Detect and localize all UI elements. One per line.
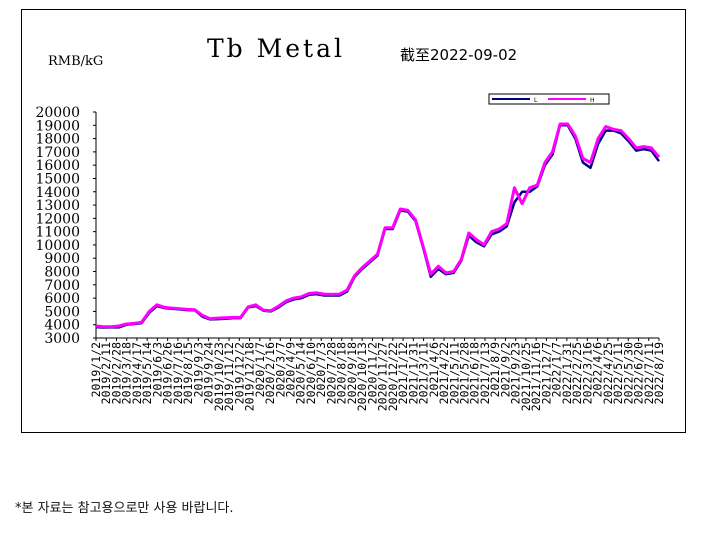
x-tick-label: 2020/7/3: [314, 342, 328, 397]
y-tick-label: 13000: [35, 198, 80, 214]
x-tick-label: 2019/11/12: [222, 342, 236, 411]
legend-label: L: [534, 97, 538, 104]
y-tick-label: 14000: [35, 185, 80, 201]
x-tick-label: 2022/2/25: [570, 342, 584, 404]
x-tick-label: 2020/12/22: [386, 342, 400, 411]
x-tick-label: 2019/6/26: [161, 342, 175, 404]
date-note: 截至2022-09-02: [400, 46, 517, 64]
x-tick-label: 2021/6/18: [468, 342, 482, 404]
y-tick-label: 20000: [35, 105, 80, 121]
x-tick-label: 2020/9/18: [345, 342, 359, 404]
x-tick-label: 2021/8/9: [488, 342, 502, 397]
y-tick-label: 11000: [35, 225, 80, 241]
x-tick-label: 2019/3/18: [120, 342, 134, 404]
y-tick-label: 18000: [35, 132, 80, 148]
x-tick-label: 2022/6/20: [632, 342, 646, 404]
series-line-h: [95, 122, 661, 329]
x-tick-label: 2019/9/3: [191, 342, 205, 397]
x-tick-label: 2020/5/14: [294, 342, 308, 404]
x-tick-label: 2021/9/23: [509, 342, 523, 404]
y-tick-label: 3000: [44, 331, 80, 347]
y-axis: 3000400050006000700080009000100001100012…: [35, 105, 97, 347]
series-line-l: [95, 124, 661, 329]
series-group: [95, 122, 661, 329]
x-tick-label: 2021/5/11: [447, 342, 461, 404]
y-tick-label: 16000: [35, 158, 80, 174]
y-tick-label: 9000: [44, 251, 80, 267]
x-tick-label: 2022/4/25: [601, 342, 615, 404]
x-tick-label: 2019/2/28: [109, 342, 123, 404]
x-tick-label: 2019/12/18: [243, 342, 257, 411]
y-tick-label: 15000: [35, 171, 80, 187]
x-tick-label: 2022/4/6: [591, 342, 605, 397]
x-tick-label: 2019/4/17: [130, 342, 144, 404]
x-tick-label: 2020/8/18: [335, 342, 349, 404]
x-tick-label: 2021/5/28: [458, 342, 472, 404]
x-tick-label: 2019/9/24: [202, 342, 216, 404]
x-tick-label: 2021/11/16: [529, 342, 543, 411]
x-tick-label: 2020/1/7: [253, 342, 267, 397]
footnote: *본 자료는 참고용으로만 사용 바랍니다.: [15, 501, 234, 516]
y-tick-label: 4000: [44, 318, 80, 334]
x-tick-label: 2021/3/11: [417, 342, 431, 404]
x-tick-label: 2020/6/10: [304, 342, 318, 404]
y-axis-unit-label: RMB/kG: [48, 54, 103, 69]
x-tick-label: 2021/4/6: [427, 342, 441, 397]
x-tick-label: 2022/5/30: [621, 342, 635, 404]
x-tick-label: 2021/7/13: [478, 342, 492, 404]
x-tick-label: 2019/12/2: [232, 342, 246, 404]
x-axis: 2019/1/22019/2/112019/2/282019/3/182019/…: [89, 337, 666, 411]
x-tick-label: 2020/10/13: [355, 342, 369, 411]
y-tick-label: 5000: [44, 304, 80, 320]
x-tick-label: 2021/4/22: [437, 342, 451, 404]
x-tick-label: 2020/4/9: [283, 342, 297, 397]
chart-title: Tb Metal: [207, 34, 345, 63]
x-tick-label: 2022/8/19: [652, 342, 666, 404]
x-tick-label: 2019/7/16: [171, 342, 185, 404]
x-tick-label: 2019/10/23: [212, 342, 226, 411]
y-tick-label: 17000: [35, 145, 80, 161]
x-tick-label: 2021/1/31: [406, 342, 420, 404]
x-tick-label: 2019/2/11: [99, 342, 113, 404]
y-tick-label: 19000: [35, 118, 80, 134]
x-tick-label: 2019/6/3: [150, 342, 164, 397]
x-tick-label: 2020/2/16: [263, 342, 277, 404]
x-tick-label: 2021/1/12: [396, 342, 410, 404]
x-tick-label: 2021/12/7: [539, 342, 553, 404]
x-tick-label: 2022/7/11: [642, 342, 656, 404]
x-tick-label: 2021/10/25: [519, 342, 533, 411]
x-tick-label: 2019/5/14: [140, 342, 154, 404]
x-tick-label: 2022/5/11: [611, 342, 625, 404]
y-tick-label: 12000: [35, 211, 80, 227]
x-tick-label: 2022/1/7: [550, 342, 564, 397]
x-tick-label: 2021/9/2: [498, 342, 512, 397]
x-tick-label: 2020/7/28: [324, 342, 338, 404]
x-tick-label: 2020/11/2: [365, 342, 379, 404]
x-tick-label: 2022/3/16: [580, 342, 594, 404]
y-tick-label: 8000: [44, 265, 80, 281]
x-tick-label: 2019/8/15: [181, 342, 195, 404]
x-tick-label: 2020/11/27: [376, 342, 390, 411]
y-tick-label: 10000: [35, 238, 80, 254]
x-tick-label: 2019/1/2: [89, 342, 103, 397]
x-tick-label: 2020/3/7: [273, 342, 287, 397]
x-tick-label: 2022/1/31: [560, 342, 574, 404]
y-tick-label: 6000: [44, 291, 80, 307]
legend-label: H: [590, 97, 595, 104]
y-tick-label: 7000: [44, 278, 80, 294]
